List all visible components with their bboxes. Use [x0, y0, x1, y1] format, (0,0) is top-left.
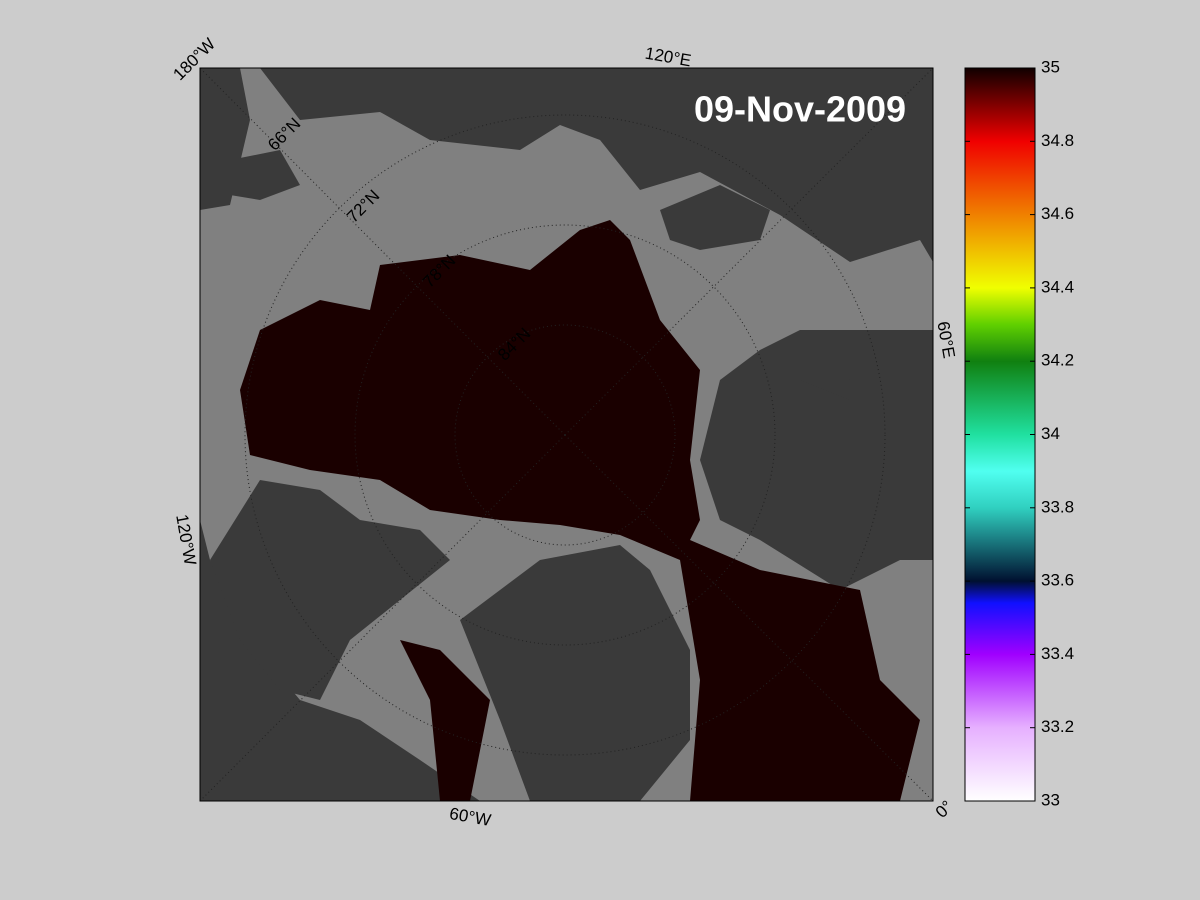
lon-label: 120°W	[172, 513, 200, 567]
colorbar-tick-label: 34.6	[1041, 204, 1074, 223]
land	[770, 345, 890, 400]
lon-label: 60°E	[933, 320, 958, 360]
colorbar-tick-label: 34.8	[1041, 131, 1074, 150]
colorbar	[964, 67, 1036, 802]
colorbar-tick-label: 33.6	[1041, 571, 1074, 590]
graticule	[200, 68, 933, 801]
lon-label: 120°E	[644, 44, 693, 71]
land	[210, 480, 450, 700]
colorbar-tick-label: 34	[1041, 424, 1060, 443]
land	[460, 545, 690, 801]
colorbar-tick-label: 33.8	[1041, 497, 1074, 516]
colorbar-tick-label: 34.4	[1041, 277, 1074, 296]
lon-label: 60°W	[448, 804, 492, 830]
land	[660, 185, 770, 250]
lon-label: 0°	[932, 797, 957, 822]
colorbar-tick-label: 33.2	[1041, 717, 1074, 736]
salinity-field	[400, 640, 490, 801]
map	[200, 68, 933, 801]
colorbar-tick-label: 33	[1041, 790, 1060, 809]
colorbar-tick-label: 33.4	[1041, 644, 1074, 663]
map-frame	[199, 67, 934, 802]
land	[230, 150, 300, 200]
salinity-field	[240, 220, 920, 801]
colorbar-tick-label: 35	[1041, 57, 1060, 76]
colorbar-tick-label: 34.2	[1041, 351, 1074, 370]
date-label: 09-Nov-2009	[694, 89, 906, 130]
